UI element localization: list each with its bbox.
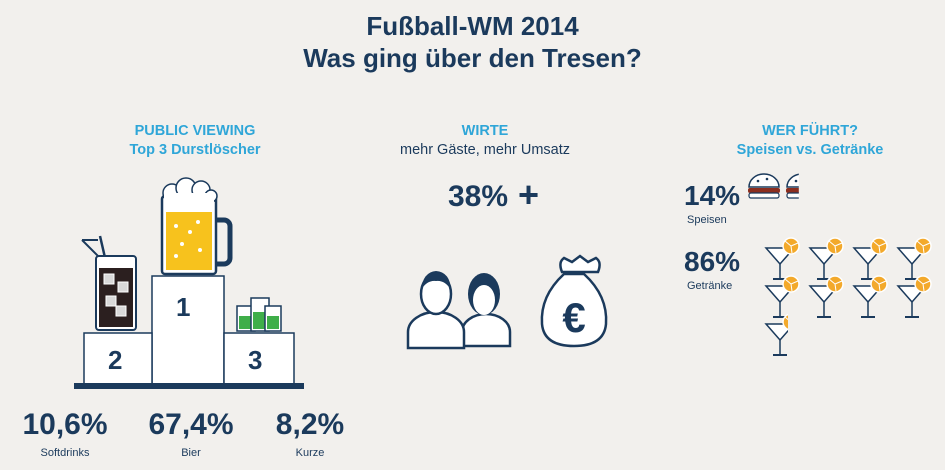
money-bag-icon: € [540, 254, 608, 348]
public-viewing-subtitle: Top 3 Durstlöscher [129, 142, 261, 158]
wirte-value: 38% [448, 180, 509, 213]
wf-value-label-0: 14% [684, 180, 741, 211]
wirte-heading: WIRTE mehr Gäste, mehr Umsatz [360, 122, 610, 160]
wf-value-label-1: 86% [684, 246, 741, 277]
softdrink-glass-icon [81, 235, 137, 331]
public-viewing-title: PUBLIC VIEWING [134, 123, 256, 139]
wf-category-label-1: Getränke [687, 280, 733, 292]
public-viewing-heading: PUBLIC VIEWING Top 3 Durstlöscher [70, 122, 320, 160]
svg-text:€: € [562, 294, 585, 341]
cocktail-glass-icon [896, 237, 932, 280]
wer-fuehrt-subtitle: Speisen vs. Getränke [736, 142, 884, 158]
shot-glasses-icon [236, 297, 282, 332]
cocktail-glass-icon [764, 313, 788, 356]
cocktail-glass-icon [808, 275, 844, 318]
cocktail-glass-icon [764, 275, 800, 318]
pv-category-label-0: Softdrinks [40, 447, 90, 459]
cocktail-glass-icon [764, 237, 800, 280]
podium-place-1: 1 [176, 292, 191, 322]
wirte-title: WIRTE [461, 123, 509, 139]
podium-place-2: 2 [108, 345, 123, 375]
plus-icon: + [518, 174, 540, 215]
cocktail-glass-icon [852, 237, 888, 280]
wirte-subtitle: mehr Gäste, mehr Umsatz [399, 142, 570, 158]
page-title: Fußball-WM 2014 Was ging über den Tresen… [0, 10, 945, 74]
beer-mug-icon [160, 177, 233, 276]
pv-value-label-2: 8,2% [275, 408, 345, 441]
wer-fuehrt-heading: WER FÜHRT? Speisen vs. Getränke [690, 122, 930, 160]
podium [74, 275, 304, 389]
wf-category-label-0: Speisen [687, 214, 727, 226]
pv-value-label-1: 67,4% [148, 408, 234, 441]
podium-place-3: 3 [248, 345, 263, 375]
burger-icon [748, 173, 780, 199]
people-icon [406, 271, 512, 350]
pv-category-label-2: Kurze [295, 447, 325, 459]
pv-category-label-1: Bier [181, 447, 201, 459]
cocktail-glass-icon [852, 275, 888, 318]
pv-value-label-0: 10,6% [22, 408, 108, 441]
cocktail-glass-icon [808, 237, 844, 280]
title-line-1: Fußball-WM 2014 [366, 11, 579, 41]
wer-fuehrt-title: WER FÜHRT? [762, 123, 858, 139]
cocktail-glass-icon [896, 275, 932, 318]
title-line-2: Was ging über den Tresen? [303, 43, 642, 73]
burger-icon [786, 173, 799, 199]
